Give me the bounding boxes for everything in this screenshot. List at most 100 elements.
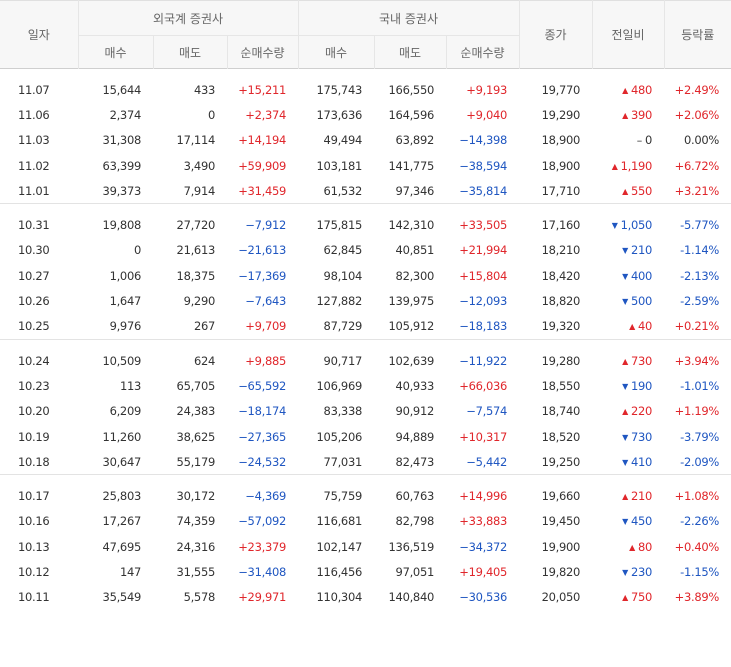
cell-close-price: 18,740	[541, 404, 581, 419]
cell-domestic-buy: 103,181	[316, 158, 363, 173]
cell-domestic-buy: 173,636	[316, 107, 363, 122]
group-spacer	[0, 475, 731, 483]
triangle-down-icon: ▼	[622, 297, 628, 307]
cell-rate: -2.59%	[680, 294, 720, 309]
table-header: 일자 외국계 증권사 국내 증권사 종가 전일비 등락률 매수 매도 순매수량 …	[0, 0, 731, 69]
cell-close-price: 18,420	[541, 268, 581, 283]
cell-domestic-buy: 61,532	[323, 183, 363, 198]
cell-foreign-net: −57,092	[238, 514, 286, 529]
cell-domestic-net: +21,994	[459, 243, 508, 258]
header-change: 전일비	[592, 0, 665, 69]
cell-foreign-sell: 27,720	[176, 218, 216, 233]
cell-foreign-buy: 47,695	[102, 539, 142, 554]
cell-date: 10.20	[18, 404, 50, 419]
cell-domestic-sell: 142,310	[388, 218, 435, 233]
cell-change: ▲ 480	[592, 77, 664, 102]
cell-close-price: 19,770	[541, 82, 581, 97]
cell-date: 10.23	[18, 378, 50, 393]
triangle-down-icon: ▼	[622, 271, 628, 281]
cell-foreign-sell: 7,914	[183, 183, 216, 198]
header-domestic-brokers: 국내 증권사	[298, 0, 520, 36]
cell-foreign-net: +9,709	[245, 319, 286, 334]
triangle-down-icon: ▼	[622, 381, 628, 391]
table-row: 10.23 113 65,705 −65,592 106,969 40,933 +66,03…	[0, 373, 731, 398]
cell-domestic-sell: 40,851	[395, 243, 435, 258]
cell-foreign-sell: 55,179	[176, 454, 216, 469]
triangle-up-icon: ▲	[629, 542, 635, 552]
cell-foreign-buy: 19,808	[102, 218, 142, 233]
cell-change: ▼ 1,050	[592, 212, 664, 237]
cell-foreign-buy: 63,399	[102, 158, 142, 173]
cell-change: ▼ 230	[592, 559, 664, 584]
cell-foreign-net: +2,374	[245, 107, 286, 122]
cell-change: ▼ 730	[592, 424, 664, 449]
cell-close-price: 18,520	[541, 429, 581, 444]
table-row: 11.01 39,373 7,914 +31,459 61,532 97,346 −35,8…	[0, 178, 731, 204]
cell-domestic-sell: 102,639	[388, 353, 435, 368]
table-row: 10.20 6,209 24,383 −18,174 83,338 90,912 −7,57…	[0, 399, 731, 424]
cell-domestic-net: −34,372	[459, 539, 508, 554]
cell-change: ▲ 220	[592, 399, 664, 424]
change-value: 0	[644, 133, 653, 148]
cell-domestic-net: +33,883	[459, 514, 508, 529]
cell-domestic-sell: 40,933	[395, 378, 435, 393]
cell-domestic-buy: 83,338	[323, 404, 363, 419]
change-value: 550	[630, 183, 653, 198]
table-row: 10.27 1,006 18,375 −17,369 98,104 82,300 +15,8…	[0, 263, 731, 288]
cell-change: ▼ 190	[592, 373, 664, 398]
cell-foreign-buy: 15,644	[102, 82, 142, 97]
cell-foreign-buy: 9,976	[109, 319, 142, 334]
cell-rate: 0.00%	[683, 133, 720, 148]
cell-rate: +0.40%	[674, 539, 720, 554]
header-foreign-buy: 매수	[78, 35, 154, 69]
cell-foreign-sell: 5,578	[183, 590, 216, 605]
cell-domestic-sell: 82,473	[395, 454, 435, 469]
table-row: 10.17 25,803 30,172 −4,369 75,759 60,763 +14,9…	[0, 483, 731, 508]
cell-foreign-net: −21,613	[238, 243, 286, 258]
cell-close-price: 19,900	[541, 539, 581, 554]
cell-date: 10.18	[18, 454, 50, 469]
cell-domestic-net: −35,814	[459, 183, 508, 198]
cell-domestic-net: +9,193	[466, 82, 508, 97]
triangle-up-icon: ▲	[622, 492, 628, 502]
triangle-down-icon: ▼	[622, 567, 628, 577]
change-value: 400	[630, 268, 653, 283]
cell-foreign-sell: 267	[193, 319, 215, 334]
cell-foreign-net: +14,194	[238, 133, 286, 148]
cell-date: 10.11	[18, 590, 50, 605]
table-row: 10.18 30,647 55,179 −24,532 77,031 82,473 −5,4…	[0, 449, 731, 475]
triangle-down-icon: ▼	[622, 432, 628, 442]
cell-foreign-sell: 18,375	[176, 268, 216, 283]
cell-date: 10.27	[18, 268, 50, 283]
cell-foreign-buy: 0	[133, 243, 141, 258]
cell-domestic-net: +33,505	[459, 218, 508, 233]
triangle-up-icon: ▲	[622, 186, 628, 196]
header-foreign-net: 순매수량	[227, 35, 299, 69]
cell-foreign-net: −7,912	[245, 218, 286, 233]
table-row: 10.31 19,808 27,720 −7,912 175,815 142,310 +33…	[0, 212, 731, 237]
cell-foreign-sell: 433	[193, 82, 215, 97]
cell-foreign-buy: 1,647	[109, 294, 142, 309]
header-rate: 등락률	[664, 0, 731, 69]
cell-date: 10.25	[18, 319, 50, 334]
cell-foreign-buy: 25,803	[102, 489, 142, 504]
cell-foreign-net: +23,379	[238, 539, 286, 554]
header-domestic-net: 순매수량	[446, 35, 520, 69]
cell-date: 10.30	[18, 243, 50, 258]
cell-rate: +2.49%	[674, 82, 720, 97]
cell-foreign-net: −24,532	[238, 454, 286, 469]
change-value: 480	[630, 82, 653, 97]
cell-domestic-sell: 90,912	[395, 404, 435, 419]
header-domestic-sell: 매도	[374, 35, 447, 69]
change-value: 750	[630, 590, 653, 605]
cell-foreign-sell: 31,555	[176, 564, 216, 579]
change-value: 410	[630, 454, 653, 469]
cell-domestic-sell: 166,550	[388, 82, 435, 97]
cell-domestic-net: +10,317	[459, 429, 508, 444]
cell-foreign-sell: 65,705	[176, 378, 216, 393]
cell-foreign-sell: 3,490	[183, 158, 216, 173]
group-spacer	[0, 340, 731, 348]
change-value: 190	[630, 378, 653, 393]
cell-foreign-buy: 17,267	[102, 514, 142, 529]
cell-close-price: 19,250	[541, 454, 581, 469]
